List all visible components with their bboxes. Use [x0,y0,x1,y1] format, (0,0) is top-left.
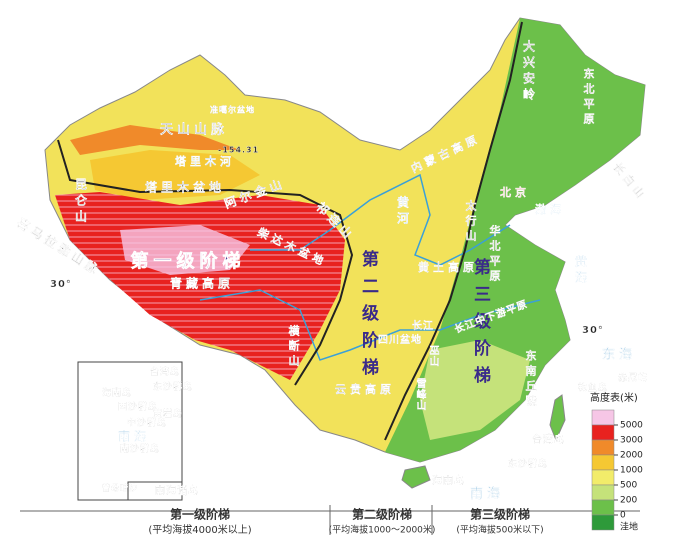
place-label: 台湾岛 [150,366,180,378]
place-label: 30° [582,325,604,336]
inset-box [77,361,183,501]
step-caption: 第一级阶梯 [170,507,230,522]
yellow-river [250,173,511,266]
place-label: 海南岛 [102,387,132,399]
place-label: 渤海 [535,202,565,216]
hills [420,340,530,440]
place-label: 东沙群岛 [508,458,548,470]
place-label: 东海 [602,347,636,363]
northwest-basins [90,150,260,200]
place-label: 天山山脉 [160,122,228,138]
place-label: 塔里木盆地 [145,180,225,195]
place-label: 东北平原 [582,67,595,128]
place-label: 钓鱼岛 [578,382,608,394]
place-label: 大兴安岭 [522,39,536,104]
step-caption: 第三级阶梯 [470,507,530,522]
legend-tick-label: 0 [620,511,626,521]
legend-title: 高度表(米) [590,391,638,404]
place-label: 塔里木河 [175,154,235,168]
place-label: 巫山 [427,345,439,367]
legend-tick-label: 3000 [620,436,643,446]
legend-depression: 洼地 [620,521,638,533]
boundary-line [57,139,354,386]
place-label: 东沙群岛 [153,381,193,393]
place-label: 南沙群岛 [120,443,160,455]
step-note: (平均海拔4000米以上) [148,523,251,536]
legend-tick-label: 5000 [620,421,643,431]
yangtze-river [199,289,541,361]
place-label: 雪峰山 [414,378,426,411]
place-label: 黄岩岛 [153,408,183,420]
place-label: 中沙群岛 [127,417,167,429]
place-label: 四川盆地 [378,333,422,346]
place-label: 南海诸岛 [155,484,199,497]
place-label: 黄河 [396,195,410,228]
place-label: 云贵高原 [335,382,395,396]
legend-tick-label: 500 [620,481,637,491]
place-label: 曾母暗沙 [102,483,138,493]
place-label: 北京 [500,185,530,199]
place-label: 南海 [470,486,504,502]
step-note: (平均海拔1000～2000米) [329,524,436,536]
legend-tick-label: 200 [620,496,637,506]
place-label: 长白山 [610,160,650,203]
place-label: 太行山 [464,199,478,245]
step-note: (平均海拔500米以下) [456,524,543,536]
place-label: 30° [50,279,72,290]
step-caption: 第二级阶梯 [352,507,412,522]
place-label: 华北平原 [488,224,501,285]
place-label: 准噶尔盆地 [210,105,255,115]
place-label: 长江 [412,319,434,332]
hainan [401,465,431,489]
legend-swatch [591,514,615,531]
legend-swatch [591,484,615,501]
legend-swatch [591,469,615,486]
step-label: 第二级阶梯 [358,249,379,385]
place-label: 南海 [118,429,150,444]
legend-tick-label: 2000 [620,451,643,461]
place-label: 海南岛 [432,474,465,487]
legend-swatch [591,454,615,471]
taiwan [549,394,566,442]
place-label: 东南丘陵 [524,349,537,410]
legend-swatch [591,424,615,441]
legend-swatch [591,439,615,456]
place-label: -154.31 [218,146,259,155]
legend-swatch [591,409,615,426]
boundary-line [384,21,523,441]
place-label: 黄土高原 [418,260,478,274]
place-label: 黄海 [574,254,588,287]
place-label: 西沙群岛 [118,401,158,413]
place-label: 台湾岛 [532,433,565,446]
tianshan [70,125,240,155]
step-label: 第一级阶梯 [131,250,246,272]
step-label: 第三级阶梯 [470,257,491,393]
inset-title-box [127,481,183,501]
place-label: 横断山 [287,324,300,370]
legend-swatch [591,499,615,516]
place-label: 赤尾屿 [618,372,648,384]
place-label: 青藏高原 [170,276,234,291]
place-label: 昆仑山 [74,178,88,226]
legend-tick-label: 1000 [620,466,643,476]
plateau-high [120,225,250,275]
